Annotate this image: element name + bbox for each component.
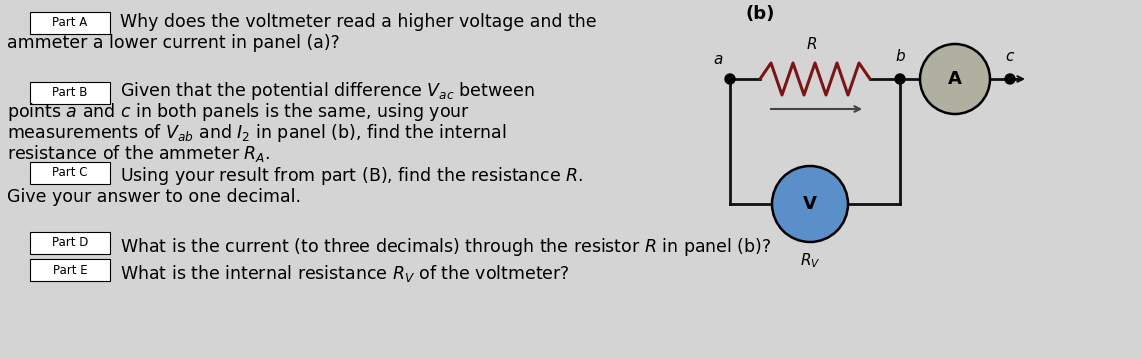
Circle shape — [920, 44, 990, 114]
Text: Part D: Part D — [51, 237, 88, 250]
Text: $a$: $a$ — [713, 52, 723, 67]
Text: $R_V$: $R_V$ — [799, 251, 820, 270]
Text: points $a$ and $c$ in both panels is the same, using your: points $a$ and $c$ in both panels is the… — [7, 101, 469, 123]
Text: measurements of $V_{ab}$ and $I_2$ in panel (b), find the internal: measurements of $V_{ab}$ and $I_2$ in pa… — [7, 122, 506, 144]
FancyBboxPatch shape — [30, 232, 110, 254]
Text: $b$: $b$ — [894, 48, 906, 64]
Circle shape — [725, 74, 735, 84]
Text: $c$: $c$ — [1005, 49, 1015, 64]
Text: resistance of the ammeter $R_A$.: resistance of the ammeter $R_A$. — [7, 144, 271, 164]
Text: Using your result from part (B), find the resistance $R$.: Using your result from part (B), find th… — [120, 165, 584, 187]
Text: Part B: Part B — [53, 87, 88, 99]
Circle shape — [895, 74, 904, 84]
Text: Part C: Part C — [53, 167, 88, 180]
Circle shape — [1005, 74, 1015, 84]
Text: V: V — [803, 195, 817, 213]
Text: What is the internal resistance $R_V$ of the voltmeter?: What is the internal resistance $R_V$ of… — [120, 264, 570, 284]
FancyBboxPatch shape — [30, 162, 110, 184]
Circle shape — [772, 166, 849, 242]
Text: Why does the voltmeter read a higher voltage and the: Why does the voltmeter read a higher vol… — [120, 13, 596, 31]
FancyBboxPatch shape — [30, 259, 110, 281]
FancyBboxPatch shape — [30, 12, 110, 34]
Text: What is the current (to three decimals) through the resistor $R$ in panel (b)?: What is the current (to three decimals) … — [120, 236, 771, 258]
Text: Give your answer to one decimal.: Give your answer to one decimal. — [7, 188, 301, 206]
Text: $R$: $R$ — [806, 36, 818, 52]
Text: Part A: Part A — [53, 17, 88, 29]
FancyBboxPatch shape — [30, 82, 110, 104]
Text: Given that the potential difference $V_{ac}$ between: Given that the potential difference $V_{… — [120, 80, 534, 102]
Text: A: A — [948, 70, 962, 88]
Text: ammeter a lower current in panel (a)?: ammeter a lower current in panel (a)? — [7, 34, 340, 52]
Text: (b): (b) — [746, 5, 774, 23]
Text: Part E: Part E — [53, 264, 87, 276]
